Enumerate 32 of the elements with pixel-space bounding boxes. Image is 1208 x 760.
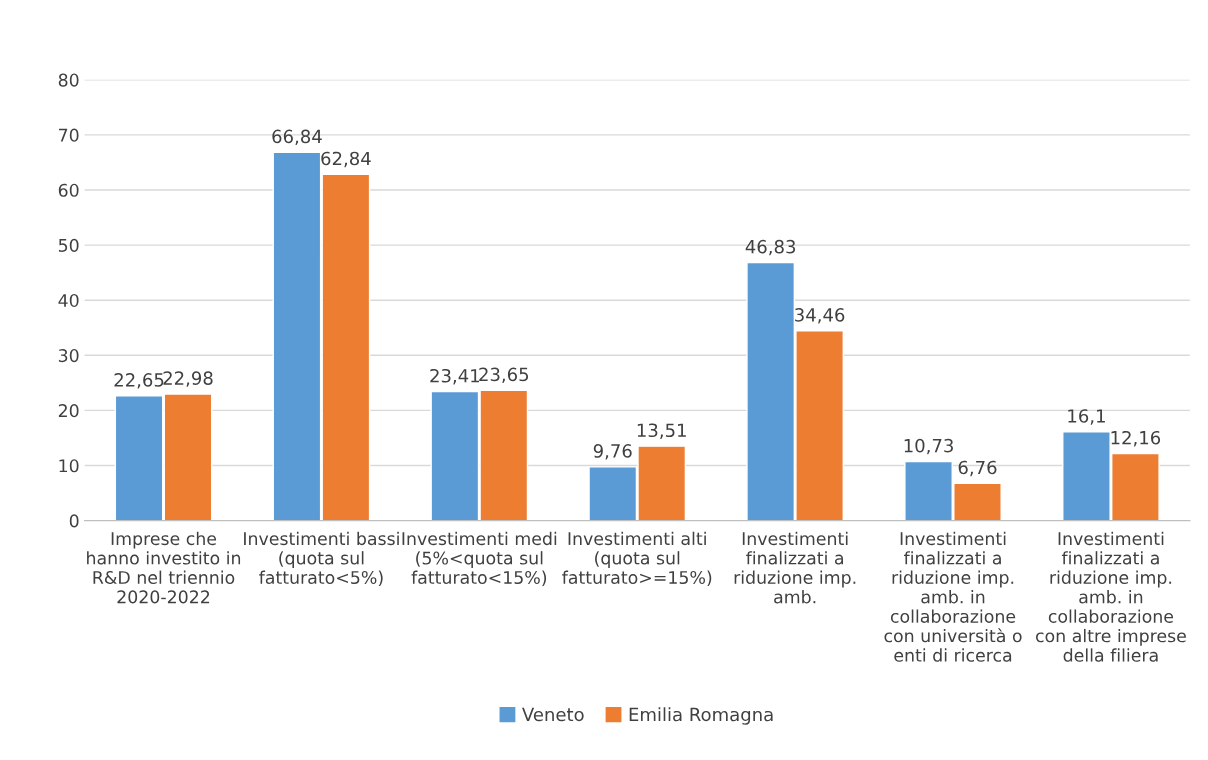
x-tick-label: Investimenti finalizzati a riduzione imp. amb. — [734, 531, 856, 604]
y-tick-label: 60 — [58, 183, 79, 197]
y-tick-label: 70 — [59, 128, 79, 142]
y-tick-label: 50 — [58, 238, 79, 252]
y-tick-label: 30 — [58, 349, 79, 363]
x-tick-label: Investimenti finalizzati a riduzione imp. amb. in collaborazione con università o enti di ricerca — [884, 531, 1022, 662]
data-label: 16,1 — [1068, 409, 1105, 425]
data-label: 34,46 — [795, 308, 845, 324]
data-label: 46,83 — [745, 239, 796, 256]
data-label: 6,76 — [958, 460, 997, 477]
x-tick-label: Investimenti medi (5%<quota sul fatturato<15%) — [402, 531, 557, 587]
data-label: 22,65 — [114, 373, 164, 389]
data-label: 66,84 — [272, 129, 322, 146]
y-tick-label: 0 — [69, 514, 79, 528]
y-tick-label: 80 — [58, 73, 79, 87]
data-label: 9,76 — [593, 444, 632, 460]
data-label: 62,84 — [321, 151, 371, 168]
legend-label: Veneto — [522, 707, 584, 722]
data-label: 23,65 — [479, 367, 529, 384]
x-tick-label: Investimenti alti (quota sul fatturato>=15%) — [562, 531, 712, 587]
data-label: 12,16 — [1111, 430, 1161, 447]
x-tick-label: Investimenti finalizzati a riduzione imp. amb. in collaborazione con altre imprese della filiera — [1035, 531, 1186, 662]
y-tick-label: 10 — [59, 459, 79, 473]
y-tick-label: 40 — [58, 293, 79, 308]
data-label: 13,51 — [637, 423, 686, 439]
x-tick-label: Imprese che hanno investito in R&D nel triennio 2020-2022 — [87, 531, 241, 604]
data-label: 22,98 — [163, 371, 213, 387]
x-tick-label: Investimenti bassi (quota sul fatturato<5%) — [244, 531, 399, 587]
data-label: 23,41 — [430, 368, 480, 385]
data-label: 10,73 — [904, 438, 953, 455]
legend-label: Emilia Romagna — [629, 707, 773, 725]
y-tick-label: 20 — [58, 404, 79, 418]
